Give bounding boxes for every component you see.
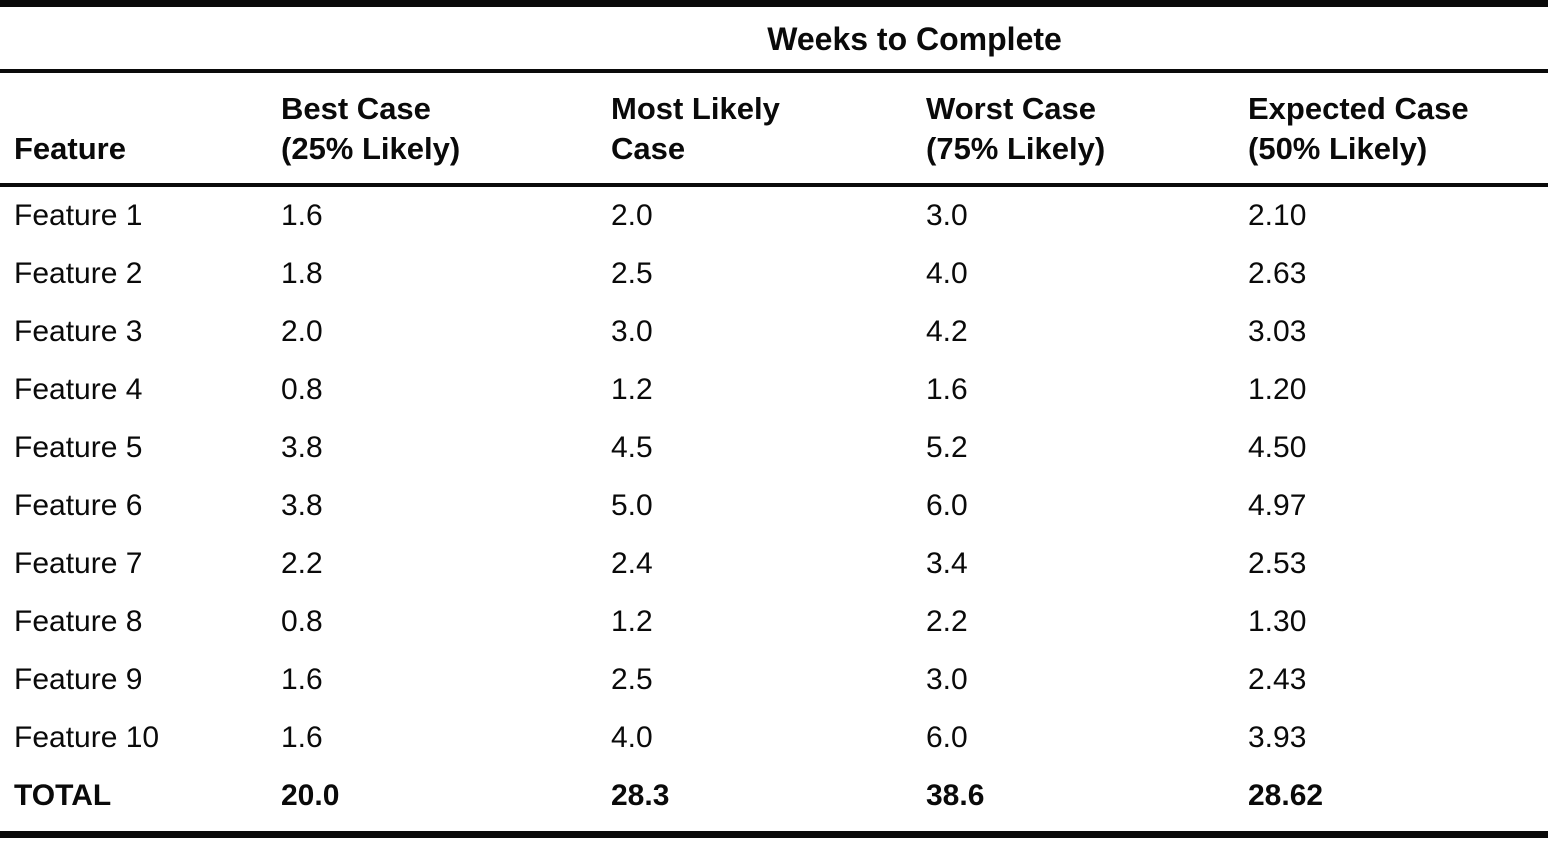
value-cell: 1.6 xyxy=(926,373,968,406)
feature-name-cell: Feature 8 xyxy=(14,605,143,638)
value-cell: 3.0 xyxy=(611,315,653,348)
value-cell: 38.6 xyxy=(926,779,985,812)
feature-name-cell: Feature 6 xyxy=(14,489,143,522)
table-row: Feature 5 3.8 4.5 5.2 4.50 xyxy=(0,419,1548,477)
feature-name-cell: Feature 2 xyxy=(14,257,143,290)
column-header-line1: Expected Case xyxy=(1248,91,1469,126)
value-cell: 0.8 xyxy=(281,605,323,638)
column-header-line2: (75% Likely) xyxy=(926,131,1106,166)
value-cell: 2.4 xyxy=(611,547,653,580)
feature-name-cell: Feature 10 xyxy=(14,721,160,754)
value-cell: 3.8 xyxy=(281,489,323,522)
column-header-line2: (25% Likely) xyxy=(281,131,461,166)
value-cell: 4.50 xyxy=(1248,431,1307,464)
column-header-line1: Worst Case xyxy=(926,91,1096,126)
value-cell: 3.4 xyxy=(926,547,968,580)
feature-name-cell: Feature 4 xyxy=(14,373,143,406)
value-cell: 2.2 xyxy=(926,605,968,638)
value-cell: 5.0 xyxy=(611,489,653,522)
value-cell: 0.8 xyxy=(281,373,323,406)
value-cell: 4.97 xyxy=(1248,489,1307,522)
value-cell: 2.63 xyxy=(1248,257,1307,290)
value-cell: 1.30 xyxy=(1248,605,1307,638)
column-header-line1: Best Case xyxy=(281,91,431,126)
value-cell: 1.8 xyxy=(281,257,323,290)
value-cell: 2.53 xyxy=(1248,547,1307,580)
span-header-spacer xyxy=(0,3,281,73)
value-cell: 1.6 xyxy=(281,721,323,754)
table-row: Feature 10 1.6 4.0 6.0 3.93 xyxy=(0,709,1548,767)
column-header-line1: Most Likely xyxy=(611,91,780,126)
column-header-worst-case: Worst Case (75% Likely) xyxy=(926,71,1248,187)
value-cell: 2.5 xyxy=(611,663,653,696)
column-header-expected-case: Expected Case (50% Likely) xyxy=(1248,71,1548,187)
table-row: Feature 2 1.8 2.5 4.0 2.63 xyxy=(0,245,1548,303)
table-row: Feature 9 1.6 2.5 3.0 2.43 xyxy=(0,651,1548,709)
value-cell: 4.5 xyxy=(611,431,653,464)
table-row: Feature 8 0.8 1.2 2.2 1.30 xyxy=(0,593,1548,651)
feature-name-cell: Feature 1 xyxy=(14,199,143,232)
value-cell: 28.62 xyxy=(1248,779,1324,812)
column-header-line2: (50% Likely) xyxy=(1248,131,1428,166)
column-header-line1: Feature xyxy=(14,131,126,166)
total-label-cell: TOTAL xyxy=(14,779,112,812)
value-cell: 3.0 xyxy=(926,663,968,696)
value-cell: 2.2 xyxy=(281,547,323,580)
table-header: Weeks to Complete Feature Best Case (25%… xyxy=(0,3,1548,187)
span-header-title: Weeks to Complete xyxy=(281,3,1548,73)
value-cell: 1.6 xyxy=(281,663,323,696)
value-cell: 2.0 xyxy=(611,199,653,232)
column-header-most-likely: Most Likely Case xyxy=(611,71,926,187)
feature-name-cell: Feature 3 xyxy=(14,315,143,348)
value-cell: 5.2 xyxy=(926,431,968,464)
feature-name-cell: Feature 9 xyxy=(14,663,143,696)
value-cell: 3.03 xyxy=(1248,315,1307,348)
value-cell: 4.0 xyxy=(926,257,968,290)
value-cell: 1.2 xyxy=(611,373,653,406)
value-cell: 2.10 xyxy=(1248,199,1307,232)
table-row: Feature 7 2.2 2.4 3.4 2.53 xyxy=(0,535,1548,593)
table-body: Feature 1 1.6 2.0 3.0 2.10 Feature 2 1.8 2.5 4.0… xyxy=(0,185,1548,835)
feature-name-cell: Feature 7 xyxy=(14,547,143,580)
value-cell: 3.93 xyxy=(1248,721,1307,754)
value-cell: 2.0 xyxy=(281,315,323,348)
column-header-line2: Case xyxy=(611,131,686,166)
value-cell: 1.6 xyxy=(281,199,323,232)
table-row: Feature 6 3.8 5.0 6.0 4.97 xyxy=(0,477,1548,535)
value-cell: 1.20 xyxy=(1248,373,1307,406)
table-row: Feature 3 2.0 3.0 4.2 3.03 xyxy=(0,303,1548,361)
column-header-best-case: Best Case (25% Likely) xyxy=(281,71,611,187)
total-row: TOTAL 20.0 28.3 38.6 28.62 xyxy=(0,767,1548,835)
feature-name-cell: Feature 5 xyxy=(14,431,143,464)
column-header-feature: Feature xyxy=(0,71,281,187)
value-cell: 28.3 xyxy=(611,779,670,812)
value-cell: 6.0 xyxy=(926,721,968,754)
table-row: Feature 4 0.8 1.2 1.6 1.20 xyxy=(0,361,1548,419)
value-cell: 6.0 xyxy=(926,489,968,522)
value-cell: 2.5 xyxy=(611,257,653,290)
table-row: Feature 1 1.6 2.0 3.0 2.10 xyxy=(0,185,1548,245)
value-cell: 20.0 xyxy=(281,779,340,812)
value-cell: 4.0 xyxy=(611,721,653,754)
value-cell: 3.0 xyxy=(926,199,968,232)
value-cell: 1.2 xyxy=(611,605,653,638)
column-header-row: Feature Best Case (25% Likely) Most Like… xyxy=(0,71,1548,187)
value-cell: 4.2 xyxy=(926,315,968,348)
span-header-row: Weeks to Complete xyxy=(0,3,1548,73)
value-cell: 3.8 xyxy=(281,431,323,464)
value-cell: 2.43 xyxy=(1248,663,1307,696)
